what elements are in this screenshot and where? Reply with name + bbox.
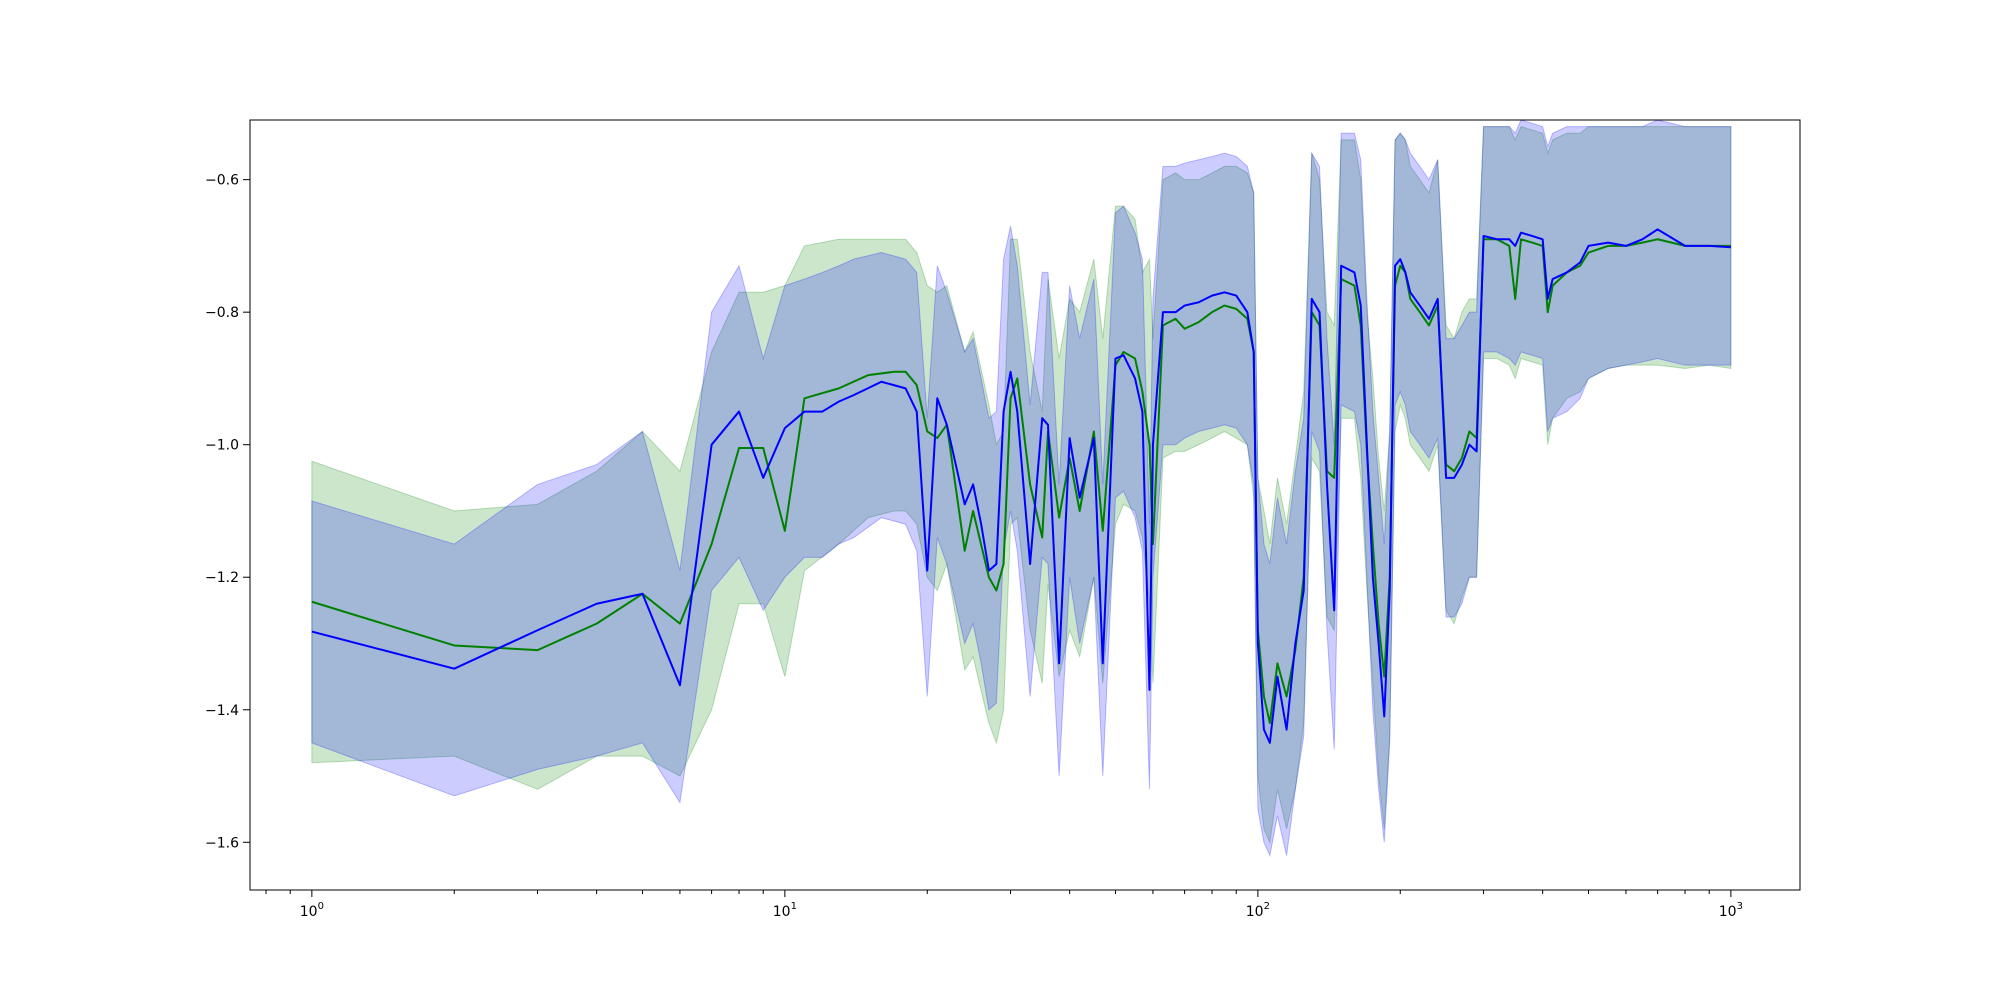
y-tick-label: −1.2 [205, 570, 239, 586]
band-series-2 [311, 119, 1732, 858]
y-tick-label: −0.8 [205, 305, 239, 321]
x-tick-label: 102 [1246, 901, 1270, 920]
y-tick-label: −1.6 [205, 835, 239, 851]
y-axis: −0.6 −0.8 −1.0 −1.2 −1.4 −1.6 [205, 173, 250, 851]
x-tick-label: 100 [300, 901, 324, 920]
x-axis: 100 101 102 103 [265, 890, 1743, 920]
x-tick-label: 101 [773, 901, 797, 920]
band-series-1 [311, 126, 1732, 845]
series-lines [311, 228, 1731, 744]
y-tick-label: −1.0 [205, 438, 239, 454]
y-tick-label: −0.6 [205, 173, 239, 189]
confidence-bands [311, 119, 1732, 858]
y-tick-label: −1.4 [205, 703, 239, 719]
line-series-2 [311, 228, 1731, 744]
x-tick-label: 103 [1719, 901, 1743, 920]
plot-frame [249, 119, 1801, 891]
